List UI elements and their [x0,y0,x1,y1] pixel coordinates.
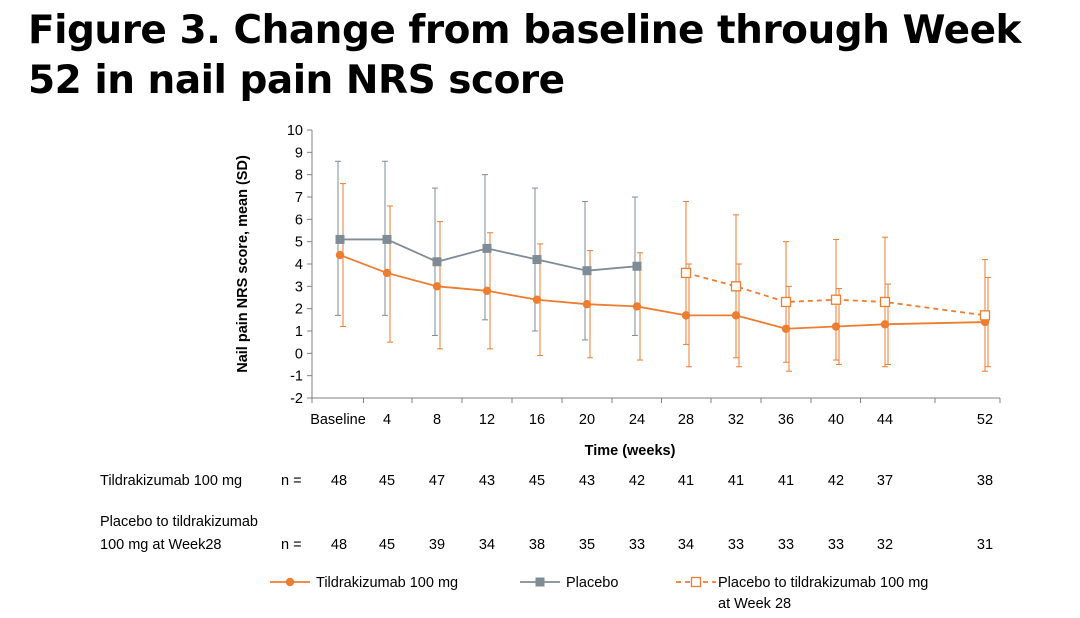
legend-marker [690,576,702,588]
x-tick-label: 40 [828,412,844,428]
y-tick-label: -1 [290,369,303,385]
n-value: 35 [579,537,595,553]
data-point [979,310,991,321]
x-tick-label: 28 [678,412,694,428]
data-point [780,296,792,308]
data-point [632,302,642,311]
data-point [482,286,492,295]
x-tick-label: 16 [529,412,545,428]
data-point [730,281,742,292]
x-tick-label: 52 [977,412,993,428]
n-at-risk-table: Tildrakizumab 100 mg n = 48 45 47 43 45 43 42 41 4… [100,473,993,553]
data-point [532,255,542,265]
n-value: 48 [331,537,347,553]
n-value: 45 [529,473,545,489]
figure-title: Figure 3. Change from baseline through W… [28,8,1021,103]
n-value: 45 [379,537,395,553]
n-equals-label: n = [281,473,302,489]
x-tick-label: 44 [877,412,893,428]
n-value: 33 [629,537,645,553]
data-point [532,295,542,304]
y-tick-label: 0 [295,346,303,362]
n-value: 38 [977,473,993,489]
x-tick-label: 8 [433,412,441,428]
legend: Tildrakizumab 100 mg Placebo Placebo to ti… [270,575,928,612]
n-value: 33 [728,537,744,553]
y-tick-label: 3 [295,279,303,295]
series-markers [335,234,991,333]
series-line [685,272,986,317]
n-value: 34 [479,537,495,553]
data-point [781,324,791,333]
data-point [582,300,592,309]
n-value: 34 [678,537,694,553]
x-tick-label: Baseline [310,412,366,428]
x-tick-label: 4 [383,412,391,428]
data-point [482,243,492,253]
n-value: 32 [877,537,893,553]
y-tick-label: 2 [295,302,303,318]
y-tick-label: 7 [295,190,303,206]
y-tick-label: 4 [295,257,303,273]
legend-label: at Week 28 [718,596,791,612]
n-value: 43 [579,473,595,489]
y-tick-label: 9 [295,145,303,161]
y-tick-label: -2 [290,391,303,407]
data-point [680,267,692,279]
n-value: 41 [728,473,744,489]
legend-label: Placebo to tildrakizumab 100 mg [718,575,928,591]
n-value: 33 [828,537,844,553]
n-value: 45 [379,473,395,489]
x-tick-label: 24 [629,412,645,428]
data-point [681,311,691,320]
y-tick-label: 8 [295,168,303,184]
data-point [632,261,642,271]
n-value: 42 [629,473,645,489]
data-point [382,234,392,244]
n-value: 43 [479,473,495,489]
y-tick-label: 5 [295,235,303,251]
n-value: 41 [678,473,694,489]
legend-marker [535,577,545,587]
y-tick-label: 6 [295,212,303,228]
data-point [880,320,890,329]
n-value: 42 [828,473,844,489]
n-equals-label: n = [281,537,302,553]
data-point [831,322,841,331]
n-value: 47 [429,473,445,489]
legend-label: Tildrakizumab 100 mg [316,575,458,591]
y-tick-label: 10 [287,123,303,139]
x-tick-label: 20 [579,412,595,428]
data-point [879,296,891,308]
data-point [731,311,741,320]
y-axis-label: Nail pain NRS score, mean (SD) [235,155,251,373]
data-point [432,257,442,267]
data-point [432,282,442,291]
n-value: 33 [778,537,794,553]
n-value: 41 [778,473,794,489]
x-axis-label: Time (weeks) [585,443,676,459]
n-value: 37 [877,473,893,489]
n-row-label: Placebo to tildrakizumab [100,514,258,530]
y-tick-label: 1 [295,324,303,340]
data-point [382,268,392,278]
n-value: 48 [331,473,347,489]
x-tick-label: 32 [728,412,744,428]
data-point [335,250,345,260]
n-row-label: Tildrakizumab 100 mg [100,473,242,489]
n-value: 31 [977,537,993,553]
n-value: 39 [429,537,445,553]
x-tick-label: 12 [479,412,495,428]
x-tick-label: 36 [778,412,794,428]
legend-label: Placebo [566,575,618,591]
data-point [830,294,842,305]
n-value: 38 [529,537,545,553]
n-row-label: 100 mg at Week28 [100,537,221,553]
legend-marker [285,577,295,587]
data-point [335,234,345,244]
data-point [582,266,592,276]
